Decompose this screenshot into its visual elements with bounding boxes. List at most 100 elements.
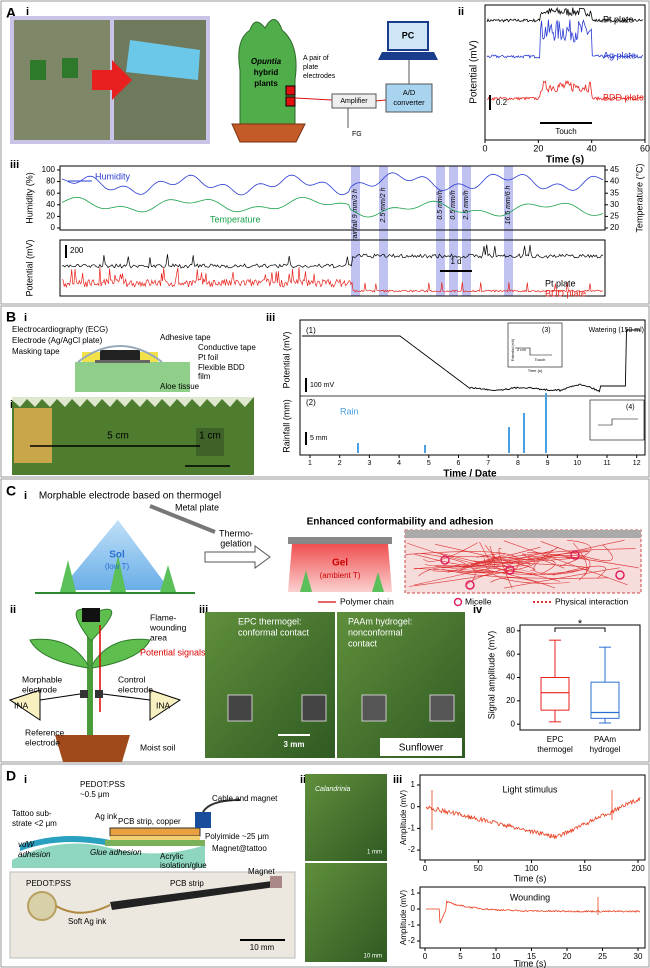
label: 10 mm	[250, 943, 275, 952]
label: ~0.5 μm	[80, 790, 110, 799]
label: 2	[338, 460, 342, 467]
label: 40	[587, 143, 597, 153]
label: hybrid	[254, 68, 279, 77]
label: 5 cm	[107, 431, 129, 442]
label: 80	[506, 626, 515, 635]
label: PCB strip, copper	[118, 817, 181, 826]
chain	[458, 548, 636, 572]
chain	[540, 556, 586, 560]
label: iii	[199, 604, 208, 616]
panel-frame	[0, 763, 650, 968]
label: -1	[408, 824, 416, 833]
label: Time (s)	[514, 873, 547, 883]
label: 150	[578, 864, 592, 873]
label: 0.5 mm/h	[437, 190, 444, 219]
magnet	[195, 812, 211, 828]
axes	[519, 624, 641, 731]
aloe-edge	[12, 397, 254, 407]
chain	[447, 553, 506, 573]
rain-band	[436, 166, 445, 296]
label: Potential (mV)	[511, 339, 515, 361]
label: vdW	[18, 840, 35, 849]
electrode	[95, 690, 103, 698]
label: EPC	[547, 735, 564, 744]
wire	[374, 99, 387, 102]
label: isolation/glue	[160, 861, 207, 870]
label: BDD plate	[603, 92, 644, 102]
spray	[60, 520, 170, 590]
masking	[140, 352, 158, 362]
chain	[503, 567, 620, 589]
label: 40	[610, 177, 619, 186]
micelle	[440, 555, 450, 565]
micelle	[570, 550, 580, 560]
label: 0	[423, 864, 428, 873]
label: 20	[533, 143, 543, 153]
label: PAAm hydrogel:	[348, 616, 412, 626]
leaf-layer	[12, 843, 205, 868]
arrow	[92, 60, 132, 100]
chain	[414, 567, 491, 574]
electrode	[62, 58, 78, 78]
label: 0	[482, 143, 487, 153]
label: Ag plate	[603, 50, 636, 60]
label: 80	[46, 177, 55, 186]
label: 35	[610, 188, 619, 197]
label: INA	[14, 700, 29, 710]
chain	[408, 556, 536, 587]
label: iv	[473, 604, 483, 616]
label: 200	[631, 864, 645, 873]
chain	[451, 558, 556, 575]
label: Humidity (%)	[24, 172, 34, 224]
label: -1	[408, 920, 416, 929]
label: Time (s)	[514, 958, 547, 968]
label: electrode	[25, 737, 60, 747]
chain	[472, 560, 537, 576]
label: 200	[70, 246, 84, 255]
label: 40	[506, 673, 515, 682]
label: PEDOT:PSS	[80, 780, 125, 789]
label: 100	[42, 165, 56, 174]
tag	[380, 738, 462, 756]
ina	[149, 689, 182, 721]
label: Light stimulus	[502, 784, 558, 794]
label: Reference	[25, 727, 64, 737]
label: Magnet	[248, 867, 275, 876]
chain	[420, 552, 476, 583]
label: 50	[474, 864, 483, 873]
cactus	[238, 19, 297, 141]
panel-frame	[0, 0, 650, 305]
label: 20	[563, 952, 572, 961]
label: Conductive tape	[198, 343, 256, 352]
electrode-photo	[196, 428, 224, 456]
label: Acrylic	[160, 852, 184, 861]
label: Flame-	[150, 612, 177, 622]
label: Potential signals	[140, 647, 206, 657]
trace	[486, 80, 644, 102]
electrode	[285, 96, 296, 107]
bdd-film	[95, 360, 150, 363]
rain-band	[449, 166, 458, 296]
label: Masking tape	[12, 347, 60, 356]
spikes	[40, 555, 190, 592]
chain	[435, 543, 536, 571]
label: hydrogel	[590, 745, 621, 754]
label: ii	[300, 774, 306, 786]
label: Sunflower	[399, 743, 444, 754]
label: (2)	[306, 398, 316, 407]
label: 30	[610, 200, 619, 209]
label: Time / Date	[443, 469, 497, 480]
masking	[82, 352, 100, 362]
photo	[305, 863, 387, 962]
label: Amplitude (mV)	[399, 890, 408, 945]
label: Signal amplitude (mV)	[486, 631, 496, 720]
label: Control	[118, 674, 146, 684]
label: 8	[516, 460, 520, 467]
chain	[470, 546, 541, 565]
rain-band	[351, 166, 360, 296]
label: 10	[492, 952, 501, 961]
label: (3)	[542, 327, 551, 334]
label: (1)	[306, 326, 316, 335]
chain	[441, 557, 576, 569]
label: Flexible BDD	[198, 363, 245, 372]
